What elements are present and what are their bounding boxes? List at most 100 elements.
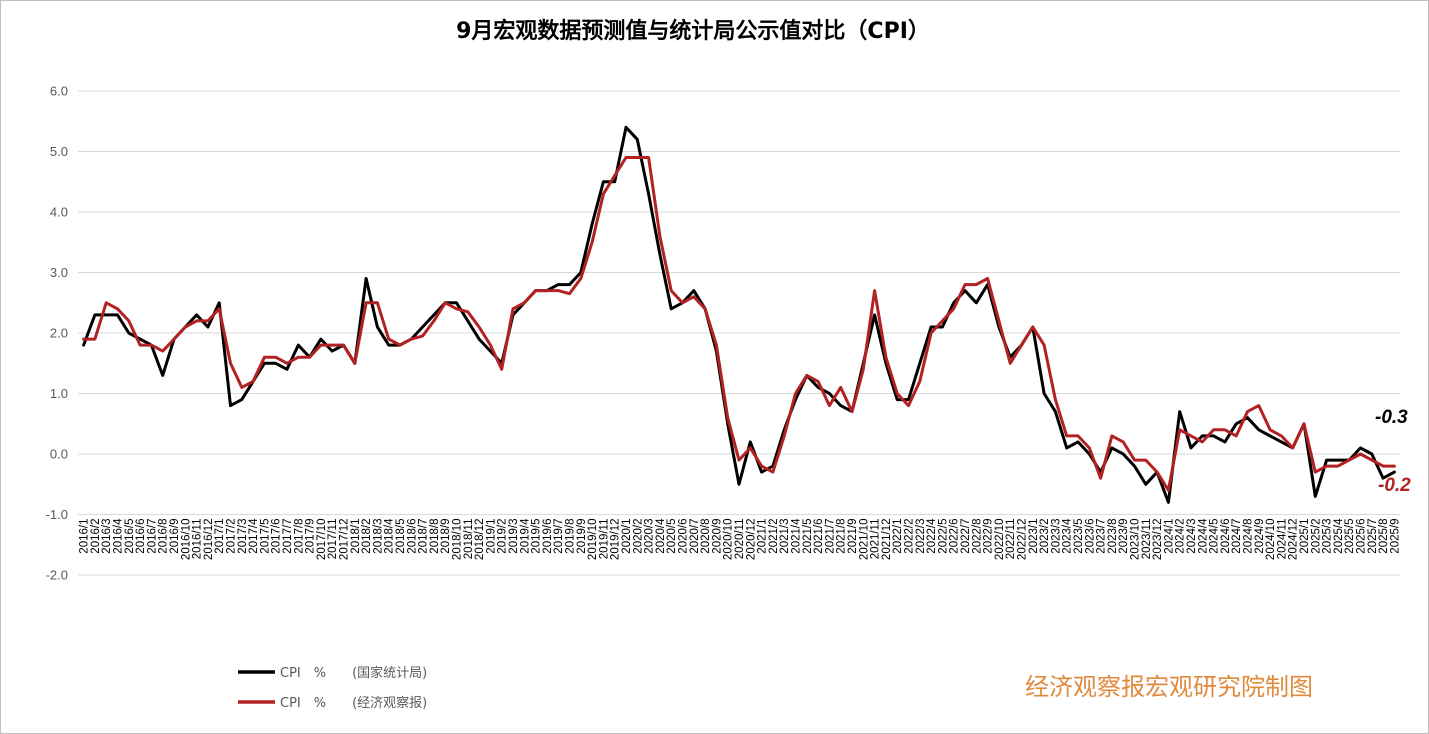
x-tick-label: 2025/9 [1389,519,1401,554]
x-tick-label: 2025/2 [1310,519,1322,554]
x-tick-label: 2023/1 [1028,519,1040,554]
x-tick-label: 2017/9 [305,519,317,554]
x-tick-label: 2016/3 [101,519,113,554]
end-label-nbs: -0.3 [1375,407,1408,428]
x-tick-label: 2024/3 [1186,519,1198,554]
x-tick-label: 2024/4 [1197,518,1209,554]
x-tick-label: 2023/10 [1130,519,1142,561]
x-tick-label: 2021/8 [836,519,848,554]
x-tick-label: 2024/6 [1220,519,1232,554]
x-tick-label: 2017/2 [226,519,238,554]
x-tick-label: 2019/2 [497,519,509,554]
x-tick-label: 2018/4 [384,518,396,554]
x-tick-label: 2025/5 [1344,519,1356,554]
x-tick-label: 2021/6 [813,519,825,554]
x-tick-label: 2017/5 [259,519,271,554]
x-tick-label: 2024/5 [1209,519,1221,554]
x-tick-label: 2025/8 [1378,519,1390,554]
x-tick-label: 2019/12 [610,519,622,561]
x-tick-label: 2021/5 [802,519,814,554]
x-tick-label: 2020/12 [745,519,757,561]
x-tick-label: 2018/11 [463,519,475,560]
x-tick-label: 2020/11 [734,519,746,560]
x-tick-label: 2024/1 [1163,519,1175,554]
x-tick-label: 2018/3 [372,519,384,554]
x-tick-label: 2020/6 [678,519,690,554]
x-tick-label: 2018/12 [474,519,486,561]
y-tick-label: 3.0 [50,265,68,280]
x-tick-label: 2019/1 [485,519,497,554]
x-tick-label: 2018/6 [406,519,418,554]
y-tick-label: 6.0 [50,84,68,99]
x-tick-label: 2016/5 [124,519,136,554]
x-tick-label: 2022/8 [971,519,983,554]
x-tick-label: 2022/11 [1005,519,1017,560]
series-line-eeo [82,156,1396,492]
x-tick-label: 2016/12 [203,519,215,561]
x-tick-label: 2023/2 [1039,519,1051,554]
x-tick-label: 2018/1 [350,519,362,554]
x-tick-label: 2018/9 [440,519,452,554]
x-tick-label: 2021/1 [757,519,769,554]
x-tick-label: 2021/4 [791,518,803,554]
x-tick-label: 2016/8 [158,519,170,554]
x-tick-label: 2023/7 [1096,519,1108,554]
series-line-nbs [82,125,1396,504]
x-tick-label: 2017/10 [316,519,328,561]
x-tick-label: 2022/10 [994,519,1006,561]
y-tick-label: -2.0 [46,568,68,583]
x-tick-label: 2025/4 [1333,518,1345,554]
x-tick-label: 2020/3 [644,519,656,554]
legend: CPI % (国家统计局) CPI % (经济观察报) [238,665,427,711]
x-tick-label: 2020/10 [723,519,735,561]
x-tick-label: 2017/11 [327,519,339,560]
gridlines [78,90,1400,576]
x-tick-label: 2024/12 [1288,519,1300,561]
x-tick-label: 2023/11 [1141,519,1153,560]
x-tick-label: 2019/3 [508,519,520,554]
x-tick-label: 2025/1 [1299,519,1311,554]
x-tick-label: 2017/12 [339,519,351,561]
x-tick-label: 2019/4 [519,518,531,554]
x-tick-label: 2024/11 [1276,519,1288,560]
x-tick-label: 2018/2 [361,519,373,554]
chart-title: 9月宏观数据预测值与统计局公示值对比（CPI） [456,18,930,44]
x-tick-label: 2023/6 [1084,519,1096,554]
y-tick-label: 4.0 [50,205,68,220]
x-tick-label: 2016/2 [90,519,102,554]
x-tick-label: 2021/9 [847,519,859,554]
x-tick-label: 2020/5 [666,519,678,554]
x-tick-label: 2016/6 [135,519,147,554]
x-tick-label: 2016/11 [192,519,204,560]
x-tick-label: 2016/7 [146,519,158,554]
legend-label-eeo: CPI % (经济观察报) [280,696,427,711]
x-tick-label: 2017/6 [271,519,283,554]
x-tick-label: 2017/3 [237,519,249,554]
x-tick-label: 2024/10 [1265,519,1277,561]
x-tick-label: 2024/7 [1231,519,1243,554]
x-tick-label: 2017/1 [214,519,226,554]
y-tick-label: -1.0 [46,507,68,522]
x-tick-label: 2022/5 [937,519,949,554]
x-tick-label: 2019/5 [531,519,543,554]
x-tick-label: 2019/11 [598,519,610,560]
x-tick-label: 2016/10 [180,519,192,561]
x-tick-label: 2018/7 [418,519,430,554]
x-tick-label: 2019/8 [565,519,577,554]
x-tick-label: 2021/12 [881,519,893,561]
x-tick-label: 2022/3 [915,519,927,554]
x-tick-label: 2025/6 [1356,519,1368,554]
x-tick-label: 2022/6 [949,519,961,554]
x-axis-ticks: 2016/1 2016/2 2016/3 2016/4 2016/5 2016/6 2016… [79,518,1402,560]
x-tick-label: 2024/8 [1243,519,1255,554]
x-tick-label: 2017/4 [248,518,260,554]
x-tick-label: 2018/5 [395,519,407,554]
x-tick-label: 2025/7 [1367,519,1379,554]
x-tick-label: 2018/8 [429,519,441,554]
x-tick-label: 2024/2 [1175,519,1187,554]
x-tick-label: 2020/2 [632,519,644,554]
x-tick-label: 2023/3 [1050,519,1062,554]
x-tick-label: 2022/9 [983,519,995,554]
x-tick-label: 2022/7 [960,519,972,554]
x-tick-label: 2019/6 [542,519,554,554]
